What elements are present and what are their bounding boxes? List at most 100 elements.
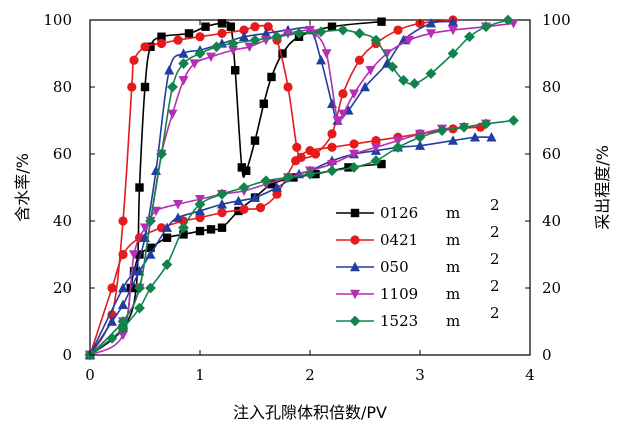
axis-layer: 0 1 2 3 4020406080100020406080100注入孔隙体积倍数/PV… [13, 11, 612, 422]
legend-unit: m [446, 231, 460, 249]
data-point [140, 223, 150, 233]
legend-unit-sup: 2 [490, 304, 500, 322]
y-right-tick-label: 100 [542, 11, 571, 29]
data-point [145, 282, 156, 294]
legend-label: 1109 [380, 285, 418, 303]
legend-item: 1523 m 2 [336, 304, 500, 330]
data-point [194, 48, 206, 59]
data-point [179, 230, 188, 239]
data-point [349, 89, 359, 99]
series-1109-water-cut [85, 19, 519, 361]
data-point [117, 316, 129, 327]
data-point [226, 22, 235, 31]
data-point [156, 38, 167, 49]
data-point [311, 169, 320, 179]
series-line [89, 20, 454, 356]
data-point [259, 99, 268, 108]
series-layer [84, 14, 519, 361]
data-point [480, 21, 492, 33]
data-point [327, 129, 337, 139]
legend-unit: m [446, 285, 460, 303]
data-point [217, 223, 227, 232]
data-point [332, 116, 343, 126]
data-point [267, 179, 276, 189]
data-point [140, 42, 150, 52]
data-point [140, 82, 150, 92]
y-right-tick-label: 60 [542, 145, 561, 163]
data-point [292, 142, 302, 152]
x-tick-label: 1 [195, 366, 205, 384]
series-0126-water-cut [85, 17, 386, 360]
data-point [145, 215, 156, 227]
data-point [448, 25, 458, 36]
data-point [239, 204, 249, 214]
data-point [216, 188, 228, 200]
data-point [195, 32, 205, 42]
x-tick-label: 4 [525, 366, 535, 384]
legend-item: 0126 m 2 [336, 196, 500, 222]
data-point [354, 28, 365, 39]
y-left-tick-label: 20 [53, 279, 72, 297]
data-point [173, 212, 183, 222]
data-point [392, 141, 404, 153]
data-point [360, 81, 370, 92]
data-point [365, 66, 376, 76]
data-point [201, 22, 210, 31]
data-point [238, 182, 250, 193]
data-point [398, 74, 409, 86]
legend: 0126 m 2 0421 m 2 050 m 2 1109 m 2 1523 m 2 [336, 196, 500, 330]
data-point [409, 78, 420, 90]
data-point [173, 35, 183, 45]
data-point [272, 189, 282, 199]
data-point [426, 29, 436, 39]
y-right-axis-title: 采出程度/% [593, 145, 612, 230]
data-point [263, 22, 273, 32]
data-point [316, 55, 326, 65]
data-point [195, 213, 205, 223]
data-point [250, 136, 260, 145]
data-point [211, 41, 222, 53]
data-point [107, 316, 117, 326]
data-point [146, 42, 155, 51]
data-point [178, 222, 189, 234]
data-point [134, 302, 145, 314]
data-point [117, 322, 129, 334]
data-point [206, 52, 216, 63]
data-point [151, 206, 161, 217]
data-point [217, 199, 227, 209]
y-left-axis-title: 含水率/% [13, 153, 32, 222]
data-point [260, 175, 272, 187]
data-point [118, 282, 128, 293]
data-point [486, 132, 497, 142]
data-point [162, 222, 172, 232]
x-tick-label: 3 [415, 366, 425, 384]
data-point [344, 163, 353, 172]
data-point [227, 38, 239, 49]
data-point [129, 55, 139, 65]
data-point [135, 183, 144, 192]
data-point [157, 32, 166, 41]
data-point [464, 31, 475, 43]
legend-unit-sup: 2 [490, 196, 500, 214]
y-right-tick-label: 0 [542, 346, 552, 364]
data-point [164, 65, 175, 75]
legend-item: 0421 m 2 [336, 223, 500, 249]
data-point [173, 200, 183, 210]
data-point [283, 29, 293, 39]
data-point [502, 14, 514, 26]
data-point [393, 136, 403, 146]
data-point [234, 206, 243, 216]
data-point [118, 216, 128, 226]
data-point [194, 198, 206, 210]
legend-marker [350, 289, 360, 300]
data-point [206, 225, 216, 234]
data-point [327, 22, 337, 31]
legend-item: 050 m 2 [336, 250, 500, 276]
legend-label: 0421 [380, 231, 418, 249]
y-left-tick-label: 0 [62, 346, 72, 364]
data-point [244, 42, 255, 52]
data-point [184, 29, 194, 38]
data-point [250, 22, 260, 32]
data-point [348, 162, 360, 173]
data-point [237, 163, 246, 172]
